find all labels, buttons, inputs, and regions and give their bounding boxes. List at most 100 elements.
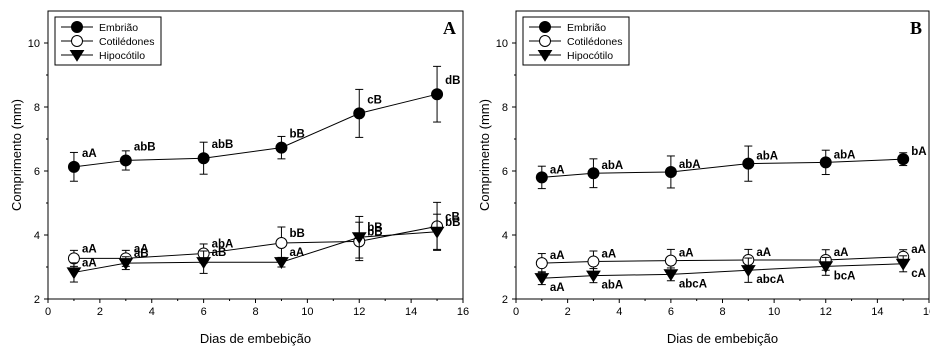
data-label: dB	[445, 75, 460, 87]
panel-letter: A	[443, 18, 456, 38]
data-point	[895, 258, 911, 271]
data-point	[67, 160, 80, 173]
y-axis-label: Comprimento (mm)	[9, 99, 24, 211]
data-label: abA	[679, 159, 701, 171]
x-tick-label: 4	[616, 306, 622, 318]
data-point	[274, 257, 289, 269]
legend-marker	[69, 49, 85, 62]
x-axis-label: Dias de embebição	[200, 331, 311, 346]
x-tick-label: 0	[45, 306, 51, 318]
data-point	[119, 154, 132, 167]
panel-letter: B	[910, 18, 922, 38]
x-tick-label: 8	[252, 306, 258, 318]
legend-marker	[539, 21, 551, 33]
data-point	[196, 257, 212, 269]
data-point	[429, 226, 445, 239]
data-label: aA	[550, 250, 565, 262]
series-line	[541, 158, 904, 178]
series-1: aA aA aA aA aA aA	[535, 244, 926, 274]
data-label: cA	[911, 268, 926, 280]
data-label: abA	[756, 151, 778, 163]
data-label: bcA	[834, 270, 856, 282]
data-label: abA	[601, 160, 623, 172]
x-tick-label: 4	[149, 306, 155, 318]
series-line	[73, 93, 438, 168]
data-label: abA	[212, 239, 234, 251]
data-label: abB	[212, 139, 234, 151]
x-tick-label: 16	[457, 306, 469, 318]
x-tick-label: 12	[820, 306, 832, 318]
data-label: bB	[367, 222, 382, 234]
data-label: aA	[601, 249, 616, 261]
legend-entry: Hipocótilo	[99, 50, 145, 62]
y-axis-label: Comprimento (mm)	[477, 99, 492, 211]
data-label: bB	[289, 228, 304, 240]
y-tick-label: 4	[34, 230, 40, 242]
data-label: abcA	[756, 274, 784, 286]
legend-marker	[71, 21, 83, 33]
y-tick-label: 6	[34, 166, 40, 178]
legend-entry: Embrião	[99, 22, 138, 34]
data-point	[353, 107, 366, 120]
data-label: aB	[212, 247, 227, 259]
data-label: abcA	[679, 278, 707, 290]
x-tick-label: 2	[565, 306, 571, 318]
x-tick-label: 6	[201, 306, 207, 318]
data-point	[275, 237, 288, 249]
data-point	[740, 265, 756, 277]
x-tick-label: 12	[353, 306, 365, 318]
series-line	[73, 225, 438, 259]
data-label: aA	[679, 248, 694, 260]
data-label: aA	[834, 247, 849, 259]
data-label: aA	[82, 148, 97, 160]
data-label: bB	[445, 217, 460, 229]
data-label: aA	[550, 282, 565, 294]
data-point	[819, 156, 832, 169]
series-line	[541, 256, 904, 264]
legend-entry: Embrião	[567, 22, 606, 34]
data-point	[664, 165, 677, 178]
data-point	[897, 153, 910, 166]
data-label: aA	[289, 247, 304, 259]
data-point	[663, 269, 679, 282]
x-tick-label: 16	[923, 306, 930, 318]
legend-entry: Cotilédones	[99, 36, 154, 48]
data-label: aB	[134, 248, 149, 260]
legend: Embrião Cotilédones Hipocótilo	[54, 16, 162, 66]
series-0: aA abB abB bB cB dB	[67, 65, 460, 182]
y-tick-label: 10	[496, 38, 508, 50]
data-point	[742, 157, 755, 170]
x-axis-label: Dias de embebição	[667, 331, 778, 346]
y-tick-label: 4	[502, 230, 508, 242]
y-tick-label: 6	[502, 166, 508, 178]
legend-marker	[71, 35, 83, 47]
data-point	[275, 141, 288, 154]
data-label: aA	[911, 244, 926, 256]
data-point	[587, 255, 600, 268]
data-point	[587, 167, 600, 180]
data-point	[818, 261, 834, 274]
data-point	[535, 257, 548, 270]
data-point	[66, 267, 82, 280]
data-point	[431, 88, 444, 101]
series-0: aA abA abA abA abA bA	[535, 145, 927, 190]
x-tick-label: 6	[668, 306, 674, 318]
data-label: aA	[134, 243, 149, 255]
data-point	[586, 270, 601, 283]
data-label: bA	[911, 146, 926, 158]
y-tick-label: 2	[34, 294, 40, 306]
x-tick-label: 14	[405, 306, 417, 318]
y-tick-label: 8	[34, 102, 40, 114]
y-tick-label: 10	[28, 38, 40, 50]
legend-entry: Cotilédones	[567, 36, 622, 48]
series-2: aA abA abcA abcA bcA cA	[534, 255, 926, 294]
data-label: abA	[834, 149, 856, 161]
x-tick-label: 8	[719, 306, 725, 318]
data-point	[197, 152, 210, 165]
data-label: abB	[134, 141, 156, 153]
series-line	[541, 263, 904, 279]
series-line	[73, 231, 438, 273]
data-label: aA	[82, 257, 97, 269]
